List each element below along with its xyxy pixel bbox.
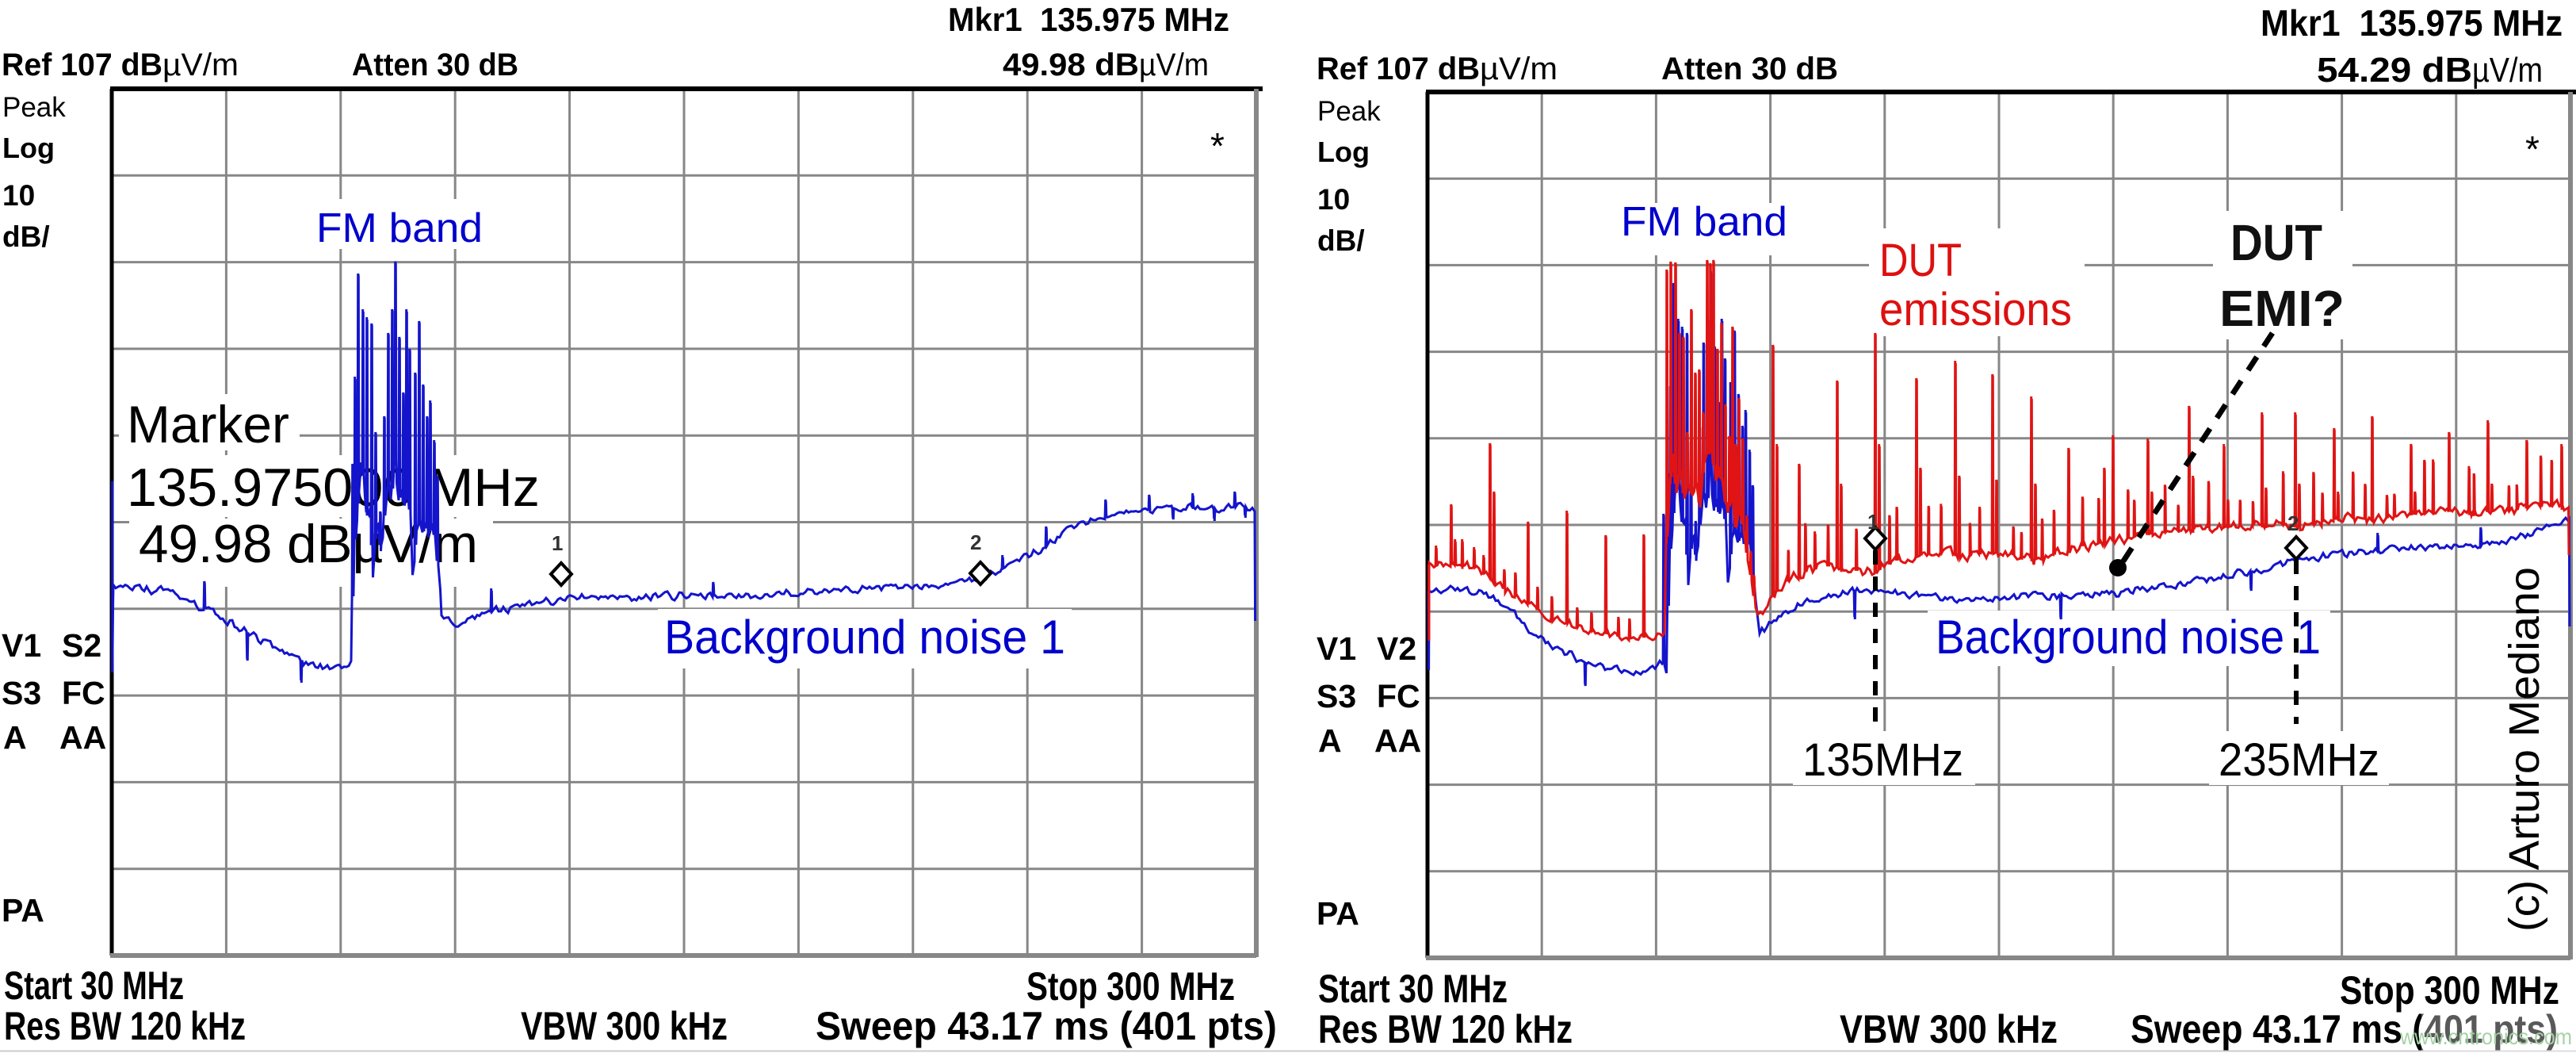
svg-text:10: 10 <box>2 179 35 212</box>
svg-text:Atten 30 dB: Atten 30 dB <box>352 48 518 82</box>
svg-text:1: 1 <box>1867 510 1878 534</box>
svg-text:10: 10 <box>1317 183 1350 216</box>
svg-text:A: A <box>3 719 27 756</box>
svg-text:AA: AA <box>1374 722 1421 759</box>
svg-text:Background noise 1: Background noise 1 <box>1936 611 2321 664</box>
svg-text:Mkr1 135.975 MHz: Mkr1 135.975 MHz <box>948 1 1229 38</box>
svg-text:DUT: DUT <box>1879 235 1962 286</box>
svg-text:PA: PA <box>2 892 44 929</box>
svg-text:AA: AA <box>59 719 106 756</box>
svg-text:Log: Log <box>1317 136 1370 168</box>
svg-text:S3: S3 <box>1317 678 1356 714</box>
svg-text:1: 1 <box>552 531 563 555</box>
svg-text:V1: V1 <box>2 627 41 664</box>
svg-text:Sweep 43.17 ms (401 pts): Sweep 43.17 ms (401 pts) <box>2131 1007 2558 1051</box>
svg-text:FM band: FM band <box>316 205 483 251</box>
svg-text:µV/m: µV/m <box>1480 52 1557 86</box>
svg-text:FC: FC <box>1377 678 1420 714</box>
svg-text:54.29 dB: 54.29 dB <box>2317 51 2472 90</box>
svg-text:2: 2 <box>2287 511 2299 535</box>
svg-text:dB/: dB/ <box>1317 224 1365 257</box>
svg-text:emissions: emissions <box>1879 284 2072 335</box>
svg-text:49.98 dB: 49.98 dB <box>1003 48 1139 82</box>
svg-text:µV/m: µV/m <box>162 48 239 82</box>
svg-text:www.cntronics.com: www.cntronics.com <box>2399 1024 2572 1049</box>
svg-text:Res BW 120 kHz: Res BW 120 kHz <box>1318 1007 1573 1051</box>
svg-text:Atten 30 dB: Atten 30 dB <box>1661 52 1838 86</box>
svg-text:Ref 107 dB: Ref 107 dB <box>2 48 162 82</box>
svg-text:FC: FC <box>62 675 105 711</box>
svg-text:Stop 300 MHz: Stop 300 MHz <box>2340 968 2559 1013</box>
svg-text:VBW 300 kHz: VBW 300 kHz <box>521 1004 728 1048</box>
svg-text:Peak: Peak <box>1317 96 1381 127</box>
svg-text:FM band: FM band <box>1621 199 1787 245</box>
svg-text:EMI?: EMI? <box>2219 280 2345 337</box>
svg-text:µV/m: µV/m <box>2472 51 2543 90</box>
svg-text:135MHz: 135MHz <box>1802 734 1963 786</box>
svg-text:235MHz: 235MHz <box>2219 734 2379 786</box>
svg-text:A: A <box>1318 722 1342 759</box>
svg-text:Mkr1 135.975 MHz: Mkr1 135.975 MHz <box>2261 2 2563 44</box>
svg-text:VBW 300 kHz: VBW 300 kHz <box>1840 1007 2058 1051</box>
svg-text:Stop 300 MHz: Stop 300 MHz <box>1026 964 1235 1009</box>
svg-text:Marker: Marker <box>127 395 289 454</box>
svg-text:Sweep 43.17 ms (401 pts): Sweep 43.17 ms (401 pts) <box>816 1004 1277 1048</box>
svg-text:Start 30 MHz: Start 30 MHz <box>4 963 184 1008</box>
svg-text:Ref 107 dB: Ref 107 dB <box>1317 52 1480 86</box>
svg-text:Peak: Peak <box>2 92 66 123</box>
svg-text:S3: S3 <box>2 675 41 711</box>
svg-text:S2: S2 <box>62 627 101 664</box>
svg-text:(c) Arturo Mediano: (c) Arturo Mediano <box>2501 567 2548 932</box>
svg-text:V1: V1 <box>1317 630 1356 667</box>
svg-text:2: 2 <box>970 530 981 554</box>
svg-text:Res BW 120 kHz: Res BW 120 kHz <box>4 1004 246 1048</box>
svg-text:V2: V2 <box>1377 630 1416 667</box>
svg-text:PA: PA <box>1317 895 1359 932</box>
svg-text:*: * <box>2525 128 2540 170</box>
svg-text:Start 30 MHz: Start 30 MHz <box>1318 967 1508 1011</box>
svg-text:µV/m: µV/m <box>1139 48 1209 82</box>
svg-text:Background noise 1: Background noise 1 <box>664 611 1065 664</box>
svg-text:*: * <box>1210 125 1225 167</box>
svg-text:dB/: dB/ <box>2 220 50 253</box>
svg-text:Log: Log <box>2 132 55 164</box>
svg-text:135.975000 MHz: 135.975000 MHz <box>127 458 540 518</box>
svg-text:DUT: DUT <box>2230 214 2322 271</box>
